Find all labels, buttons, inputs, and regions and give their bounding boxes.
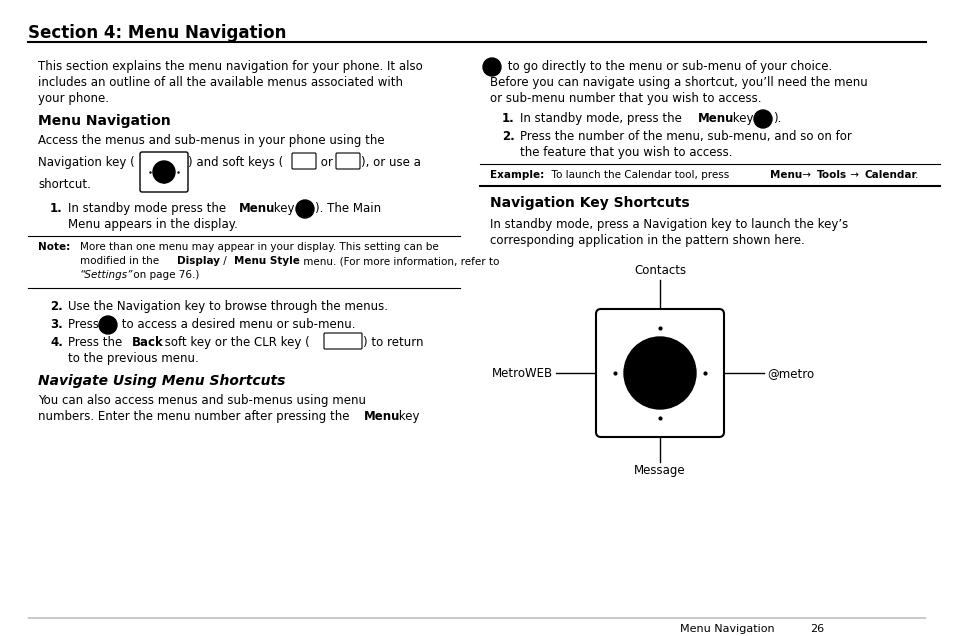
- Text: 26: 26: [809, 624, 823, 634]
- Text: Before you can navigate using a shortcut, you’ll need the menu: Before you can navigate using a shortcut…: [490, 76, 867, 89]
- Text: Display: Display: [177, 256, 220, 266]
- Text: key: key: [395, 410, 419, 423]
- Text: In standby mode, press a Navigation key to launch the key’s: In standby mode, press a Navigation key …: [490, 218, 847, 231]
- Text: @metro: @metro: [766, 367, 813, 380]
- Text: 2.: 2.: [50, 300, 63, 313]
- Text: ), or use a: ), or use a: [360, 156, 420, 169]
- Text: →: →: [799, 170, 814, 180]
- Text: to go directly to the menu or sub-menu of your choice.: to go directly to the menu or sub-menu o…: [503, 60, 831, 73]
- Text: to access a desired menu or sub-menu.: to access a desired menu or sub-menu.: [118, 318, 355, 331]
- Text: →: →: [846, 170, 862, 180]
- FancyBboxPatch shape: [596, 309, 723, 437]
- Text: ). The Main: ). The Main: [314, 202, 381, 215]
- FancyBboxPatch shape: [292, 153, 315, 169]
- Text: Menu appears in the display.: Menu appears in the display.: [68, 218, 237, 231]
- Ellipse shape: [623, 337, 696, 409]
- Text: OK: OK: [759, 116, 766, 121]
- Ellipse shape: [482, 58, 500, 76]
- Text: numbers. Enter the menu number after pressing the: numbers. Enter the menu number after pre…: [38, 410, 353, 423]
- Text: .: .: [914, 170, 918, 180]
- FancyBboxPatch shape: [324, 333, 361, 349]
- Text: CLR: CLR: [335, 337, 350, 346]
- Text: or sub-menu number that you wish to access.: or sub-menu number that you wish to acce…: [490, 92, 760, 105]
- Text: modified in the: modified in the: [80, 256, 162, 266]
- Text: Navigation Key Shortcuts: Navigation Key Shortcuts: [490, 196, 689, 210]
- Text: Calendar: Calendar: [864, 170, 917, 180]
- Text: 4.: 4.: [50, 336, 63, 349]
- Text: Press: Press: [68, 318, 103, 331]
- FancyBboxPatch shape: [335, 153, 359, 169]
- Text: Use the Navigation key to browse through the menus.: Use the Navigation key to browse through…: [68, 300, 388, 313]
- Text: To launch the Calendar tool, press: To launch the Calendar tool, press: [544, 170, 732, 180]
- Text: OK: OK: [104, 322, 112, 327]
- Text: Contacts: Contacts: [634, 264, 685, 277]
- Text: Access the menus and sub-menus in your phone using the: Access the menus and sub-menus in your p…: [38, 134, 384, 147]
- Text: corresponding application in the pattern shown here.: corresponding application in the pattern…: [490, 234, 804, 247]
- Text: More than one menu may appear in your display. This setting can be: More than one menu may appear in your di…: [80, 242, 438, 252]
- Text: Menu: Menu: [769, 170, 801, 180]
- Ellipse shape: [295, 200, 314, 218]
- Text: Menu Navigation: Menu Navigation: [38, 114, 171, 128]
- Text: Note:: Note:: [38, 242, 71, 252]
- Text: Press the: Press the: [68, 336, 126, 349]
- Text: —: —: [299, 157, 309, 167]
- Text: shortcut.: shortcut.: [38, 178, 91, 191]
- Ellipse shape: [753, 110, 771, 128]
- Text: /: /: [220, 256, 230, 266]
- Text: Menu: Menu: [698, 112, 734, 125]
- Ellipse shape: [152, 161, 174, 183]
- Text: Menu: Menu: [239, 202, 275, 215]
- Text: or: or: [316, 156, 336, 169]
- Text: Example:: Example:: [490, 170, 543, 180]
- Text: to the previous menu.: to the previous menu.: [68, 352, 198, 365]
- Text: In standby mode, press the: In standby mode, press the: [519, 112, 685, 125]
- Text: —: —: [343, 157, 353, 167]
- Ellipse shape: [99, 316, 117, 334]
- Text: “Settings”: “Settings”: [80, 270, 133, 280]
- Text: Message: Message: [634, 464, 685, 477]
- Text: OK: OK: [301, 206, 309, 211]
- Text: on page 76.): on page 76.): [130, 270, 199, 280]
- Text: This section explains the menu navigation for your phone. It also: This section explains the menu navigatio…: [38, 60, 422, 73]
- FancyBboxPatch shape: [140, 152, 188, 192]
- Text: OK: OK: [643, 363, 675, 382]
- Text: Press the number of the menu, sub-menu, and so on for: Press the number of the menu, sub-menu, …: [519, 130, 851, 143]
- Text: ) to return: ) to return: [363, 336, 423, 349]
- Text: your phone.: your phone.: [38, 92, 109, 105]
- Text: ).: ).: [772, 112, 781, 125]
- Text: Menu: Menu: [364, 410, 400, 423]
- Text: ) and soft keys (: ) and soft keys (: [188, 156, 283, 169]
- Text: includes an outline of all the available menus associated with: includes an outline of all the available…: [38, 76, 402, 89]
- Text: key (: key (: [728, 112, 761, 125]
- Text: Navigation key (: Navigation key (: [38, 156, 134, 169]
- Text: Navigate Using Menu Shortcuts: Navigate Using Menu Shortcuts: [38, 374, 285, 388]
- Text: 2.: 2.: [501, 130, 515, 143]
- Text: Menu Navigation: Menu Navigation: [679, 624, 774, 634]
- Text: 1.: 1.: [50, 202, 63, 215]
- Text: OK: OK: [159, 168, 169, 173]
- Text: 1.: 1.: [501, 112, 515, 125]
- Text: Section 4: Menu Navigation: Section 4: Menu Navigation: [28, 24, 286, 42]
- Text: key (: key (: [270, 202, 302, 215]
- Text: menu. (For more information, refer to: menu. (For more information, refer to: [299, 256, 498, 266]
- Text: You can also access menus and sub-menus using menu: You can also access menus and sub-menus …: [38, 394, 366, 407]
- Text: Menu Style: Menu Style: [233, 256, 299, 266]
- Text: In standby mode press the: In standby mode press the: [68, 202, 230, 215]
- Text: 3.: 3.: [50, 318, 63, 331]
- Text: Back: Back: [132, 336, 164, 349]
- Text: the feature that you wish to access.: the feature that you wish to access.: [519, 146, 732, 159]
- Text: soft key or the CLR key (: soft key or the CLR key (: [161, 336, 310, 349]
- Text: MetroWEB: MetroWEB: [492, 367, 553, 380]
- Text: OK: OK: [488, 64, 496, 69]
- Text: Tools: Tools: [816, 170, 846, 180]
